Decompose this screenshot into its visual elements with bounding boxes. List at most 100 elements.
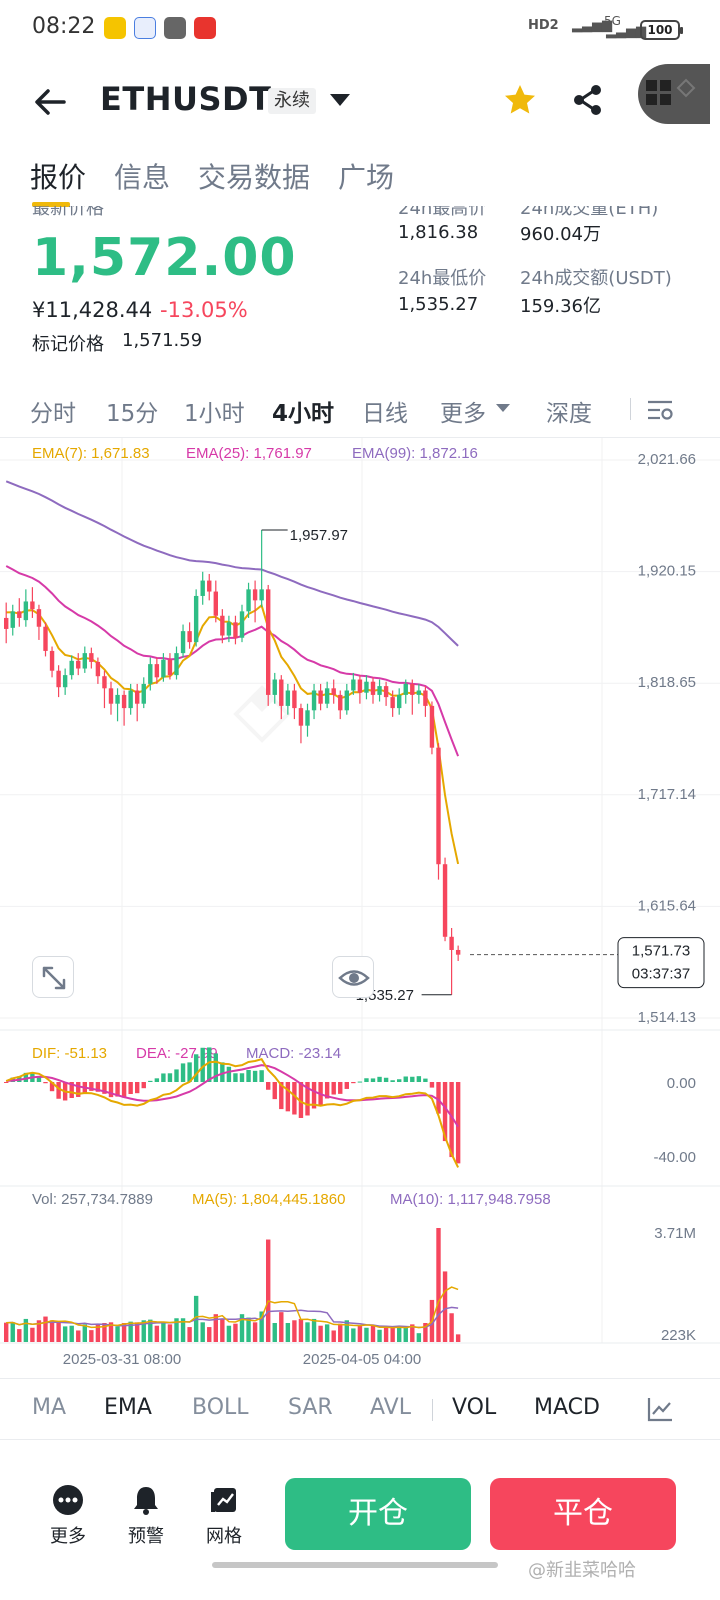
indicator-tab-avl[interactable]: AVL (370, 1395, 411, 1420)
vol-ma5-line (6, 1286, 459, 1329)
volume-24h-label: 24h成交量(ETH) (520, 206, 659, 219)
expand-icon (42, 966, 66, 990)
more-dots-icon (53, 1485, 83, 1515)
candle (141, 683, 146, 704)
candle (115, 694, 120, 704)
candle (455, 949, 461, 955)
price-axis-label: 1,615.64 (638, 897, 696, 914)
status-time: 08:22 (32, 14, 96, 39)
home-indicator[interactable] (212, 1562, 498, 1568)
macd-bar (121, 1082, 127, 1098)
volume-bar (121, 1323, 127, 1342)
candle (311, 690, 317, 711)
kline-chart[interactable]: EMA(7): 1,671.83 EMA(25): 1,761.97 EMA(9… (0, 438, 720, 1378)
candle (148, 664, 153, 684)
vol-ma5-legend: MA(5): 1,804,445.1860 (192, 1191, 345, 1208)
candle (89, 653, 94, 662)
volume-bar (331, 1330, 336, 1342)
candle (193, 595, 199, 643)
candle (167, 659, 173, 676)
volume-bar (357, 1325, 363, 1342)
tab-square[interactable]: 广场 (338, 161, 395, 194)
caret-down-icon[interactable] (330, 94, 350, 106)
macd-bar (279, 1082, 284, 1110)
macd-bar (344, 1082, 349, 1089)
macd-bar (49, 1082, 55, 1092)
fullscreen-button[interactable] (32, 956, 74, 998)
close-position-button[interactable]: 平仓 (490, 1478, 676, 1550)
interval-tab-line[interactable]: 分时 (30, 401, 76, 427)
tab-quote[interactable]: 报价 (30, 161, 87, 194)
volume-bar (207, 1327, 212, 1342)
interval-tab-more[interactable]: 更多 (440, 401, 486, 427)
volume-bar (383, 1327, 389, 1342)
candle (154, 664, 160, 678)
candle (76, 660, 81, 669)
candle (272, 679, 277, 695)
interval-tab-depth[interactable]: 深度 (546, 401, 592, 427)
grid-icon[interactable] (638, 64, 710, 124)
indicator-tab-ema[interactable]: EMA (104, 1395, 152, 1420)
candles (4, 530, 461, 995)
volume-bar (141, 1320, 146, 1342)
macd-bar (56, 1082, 61, 1099)
indicator-tab-vol[interactable]: VOL (452, 1395, 497, 1420)
share-icon[interactable] (570, 82, 606, 118)
network-type: 5G (604, 14, 621, 28)
macd-bar (292, 1082, 297, 1115)
divider (630, 398, 631, 420)
volume-bar (161, 1322, 166, 1342)
current-price-label: 1,571.73 (632, 943, 690, 960)
candle (429, 705, 435, 748)
ema7-line (6, 603, 460, 865)
interval-tab-4h[interactable]: 4小时 (272, 401, 335, 427)
interval-tab-1d[interactable]: 日线 (362, 401, 408, 427)
tab-trading-data[interactable]: 交易数据 (198, 161, 311, 194)
high-marker: 1,957.97 (261, 527, 348, 544)
cny-price: ¥11,428.44 (32, 298, 153, 322)
candle (17, 611, 22, 618)
symbol-title[interactable]: ETHUSDT (100, 80, 272, 118)
indicator-tab-sar[interactable]: SAR (288, 1395, 333, 1420)
macd-value-legend: MACD: -23.14 (246, 1045, 341, 1062)
eye-icon (338, 970, 370, 986)
vol-axis-max: 3.71M (654, 1225, 696, 1242)
macd-bar (154, 1078, 160, 1082)
indicator-tab-ma[interactable]: MA (32, 1395, 67, 1420)
volume-bar (89, 1330, 94, 1342)
volume-bar (69, 1325, 74, 1342)
candle (36, 609, 42, 627)
open-position-button[interactable]: 开仓 (285, 1478, 471, 1550)
macd-bar (311, 1082, 317, 1109)
candle (357, 679, 363, 693)
price-axis: 2,021.66 1,920.15 1,818.65 1,717.14 1,615.64… (638, 451, 696, 1026)
macd-bar (449, 1082, 454, 1158)
volume-bar (410, 1324, 415, 1342)
candle (56, 670, 61, 688)
alert-button[interactable]: 预警 (116, 1484, 176, 1548)
candle (161, 659, 166, 678)
grid-trading-button[interactable]: 网格 (194, 1484, 254, 1548)
more-button[interactable]: 更多 (38, 1484, 98, 1548)
indicator-settings-icon[interactable] (646, 1395, 674, 1423)
interval-tab-15m[interactable]: 15分 (106, 401, 159, 427)
macd-dea-legend: DEA: -27.99 (136, 1045, 218, 1062)
grid-chart-icon (211, 1488, 236, 1512)
chart-settings-icon[interactable] (646, 396, 674, 424)
back-arrow-icon[interactable] (30, 82, 70, 122)
interval-tab-1h[interactable]: 1小时 (184, 401, 245, 427)
candle (344, 690, 349, 711)
app-notification-icon (164, 17, 186, 39)
volume-bar (377, 1329, 382, 1342)
indicator-tab-boll[interactable]: BOLL (192, 1395, 249, 1420)
macd-bar (383, 1077, 389, 1082)
tab-info[interactable]: 信息 (114, 161, 171, 194)
volume-bar (285, 1323, 291, 1342)
volume-bar (436, 1228, 441, 1342)
candle (174, 653, 179, 676)
star-icon[interactable] (502, 82, 538, 118)
candle (226, 622, 232, 636)
indicator-tab-macd[interactable]: MACD (534, 1395, 600, 1420)
toggle-visibility-button[interactable] (332, 956, 374, 998)
volume-bar (23, 1318, 29, 1342)
